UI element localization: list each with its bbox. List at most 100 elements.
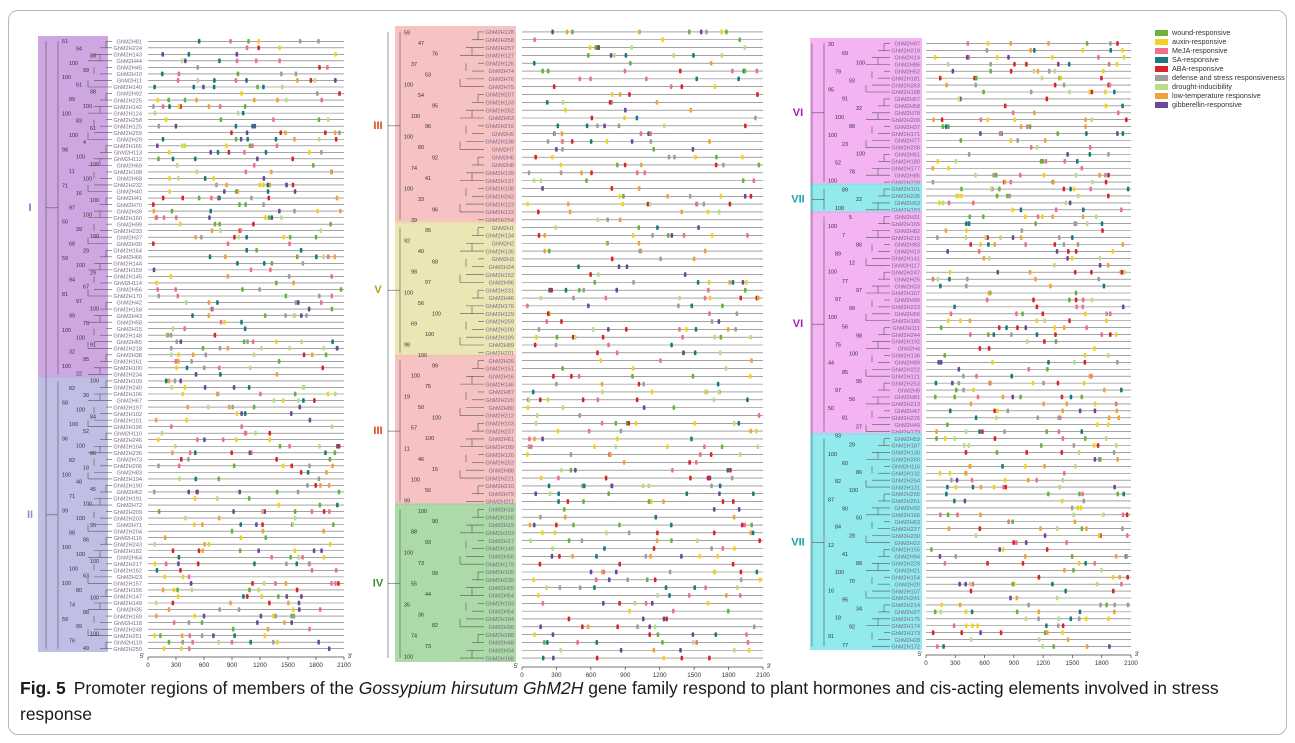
cis-element (604, 295, 608, 301)
cis-element (594, 577, 598, 583)
cis-element (1076, 193, 1080, 199)
cis-element (1081, 304, 1085, 310)
cis-element (955, 477, 959, 483)
cis-element (557, 475, 560, 481)
cis-element (176, 293, 180, 299)
cis-element (655, 99, 659, 105)
cis-element (296, 78, 299, 83)
cis-element (170, 385, 174, 390)
gene-label: GhM2H85 (895, 173, 921, 179)
cis-element (1055, 526, 1059, 532)
cis-element (201, 548, 204, 554)
cis-element (312, 162, 315, 168)
cis-element (984, 235, 987, 240)
gene-label: GhM2H89 (489, 343, 515, 349)
cis-element (292, 613, 296, 619)
cis-element (1115, 408, 1119, 414)
bootstrap-value: 7 (842, 233, 845, 239)
cis-element (291, 156, 295, 162)
cis-element (193, 450, 197, 456)
cis-element (152, 489, 156, 495)
scale-tick-label: 2100 (1124, 660, 1138, 667)
gene-label: GhM2H110 (114, 431, 142, 437)
cis-element (631, 366, 635, 371)
gene-label: GhM2H108 (485, 187, 514, 193)
cis-element (181, 639, 184, 645)
cis-element (957, 380, 961, 386)
cis-element (272, 398, 276, 403)
cis-element (733, 546, 736, 551)
cis-element (721, 499, 725, 504)
gene-label: GhM2H24 (489, 265, 515, 271)
cis-element (564, 287, 568, 293)
cis-element (1084, 124, 1087, 130)
cis-element (726, 608, 730, 614)
cis-element (317, 38, 320, 44)
bootstrap-value: 96 (425, 124, 431, 130)
cis-element (941, 200, 945, 206)
cis-element (533, 632, 536, 638)
bootstrap-value: 29 (90, 270, 96, 276)
bootstrap-value: 100 (83, 212, 92, 218)
cis-element (968, 581, 972, 587)
cis-element (652, 546, 656, 551)
cis-element (738, 593, 742, 598)
cis-element (1126, 602, 1130, 608)
cis-element (257, 587, 260, 593)
cis-element (312, 548, 316, 554)
cis-element (581, 397, 585, 403)
cis-element (690, 303, 694, 309)
clade-band-vi (810, 211, 922, 436)
cis-element (186, 404, 190, 410)
cis-element (667, 154, 671, 160)
cis-element (610, 186, 614, 191)
cis-element (713, 84, 717, 90)
cis-element (177, 463, 181, 469)
cis-element (1041, 644, 1045, 649)
gene-label: GhM2H229 (891, 562, 920, 568)
legend-item: ABA-responsive (1155, 64, 1285, 73)
cis-element (956, 512, 959, 518)
cis-element (308, 417, 312, 423)
cis-element (1042, 172, 1046, 178)
cis-element (217, 476, 221, 482)
cis-element (944, 124, 948, 130)
cis-element (238, 548, 242, 554)
cis-element (589, 272, 592, 277)
cis-element (1035, 477, 1039, 483)
gene-label: GhM2H240 (113, 386, 142, 392)
cis-element (757, 413, 761, 418)
cis-element (756, 444, 760, 450)
bootstrap-value: 11 (404, 446, 410, 452)
cis-element (1029, 47, 1032, 53)
gene-label: GhM2H148 (113, 333, 142, 339)
cis-element (195, 169, 199, 175)
cis-element (277, 358, 281, 364)
cis-element (337, 581, 340, 586)
cis-element (278, 208, 281, 214)
bootstrap-value: 67 (83, 285, 89, 291)
cis-element (593, 585, 596, 591)
gene-label: GhM2H34 (489, 648, 515, 654)
bootstrap-value: 100 (835, 570, 844, 576)
cis-element (1037, 574, 1041, 580)
cis-element (560, 467, 563, 473)
cis-element (213, 78, 216, 83)
cis-element (1070, 554, 1074, 559)
bootstrap-value: 44 (828, 361, 834, 367)
cis-element (1009, 595, 1012, 601)
cis-element (1088, 373, 1092, 379)
cis-element (993, 408, 996, 414)
cis-element (946, 249, 949, 254)
cis-element (1003, 429, 1006, 435)
cis-element (1045, 547, 1049, 552)
cis-element (169, 332, 173, 338)
cis-element (1081, 214, 1085, 220)
cis-element (207, 541, 211, 547)
cis-element (736, 585, 739, 591)
cis-element (258, 287, 261, 292)
scale-tick-label: 300 (551, 672, 562, 679)
cis-element (618, 600, 621, 606)
gene-label: GhM2H159 (113, 268, 142, 274)
cis-element (624, 107, 627, 113)
